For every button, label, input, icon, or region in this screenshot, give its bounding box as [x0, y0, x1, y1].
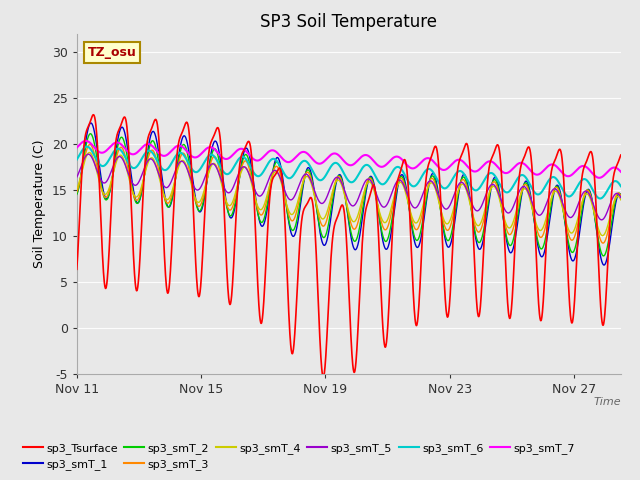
- Title: SP3 Soil Temperature: SP3 Soil Temperature: [260, 12, 437, 31]
- Text: TZ_osu: TZ_osu: [88, 46, 136, 59]
- Y-axis label: Soil Temperature (C): Soil Temperature (C): [33, 140, 46, 268]
- Legend: sp3_Tsurface, sp3_smT_1, sp3_smT_2, sp3_smT_3, sp3_smT_4, sp3_smT_5, sp3_smT_6, : sp3_Tsurface, sp3_smT_1, sp3_smT_2, sp3_…: [19, 438, 579, 474]
- Text: Time: Time: [593, 396, 621, 407]
